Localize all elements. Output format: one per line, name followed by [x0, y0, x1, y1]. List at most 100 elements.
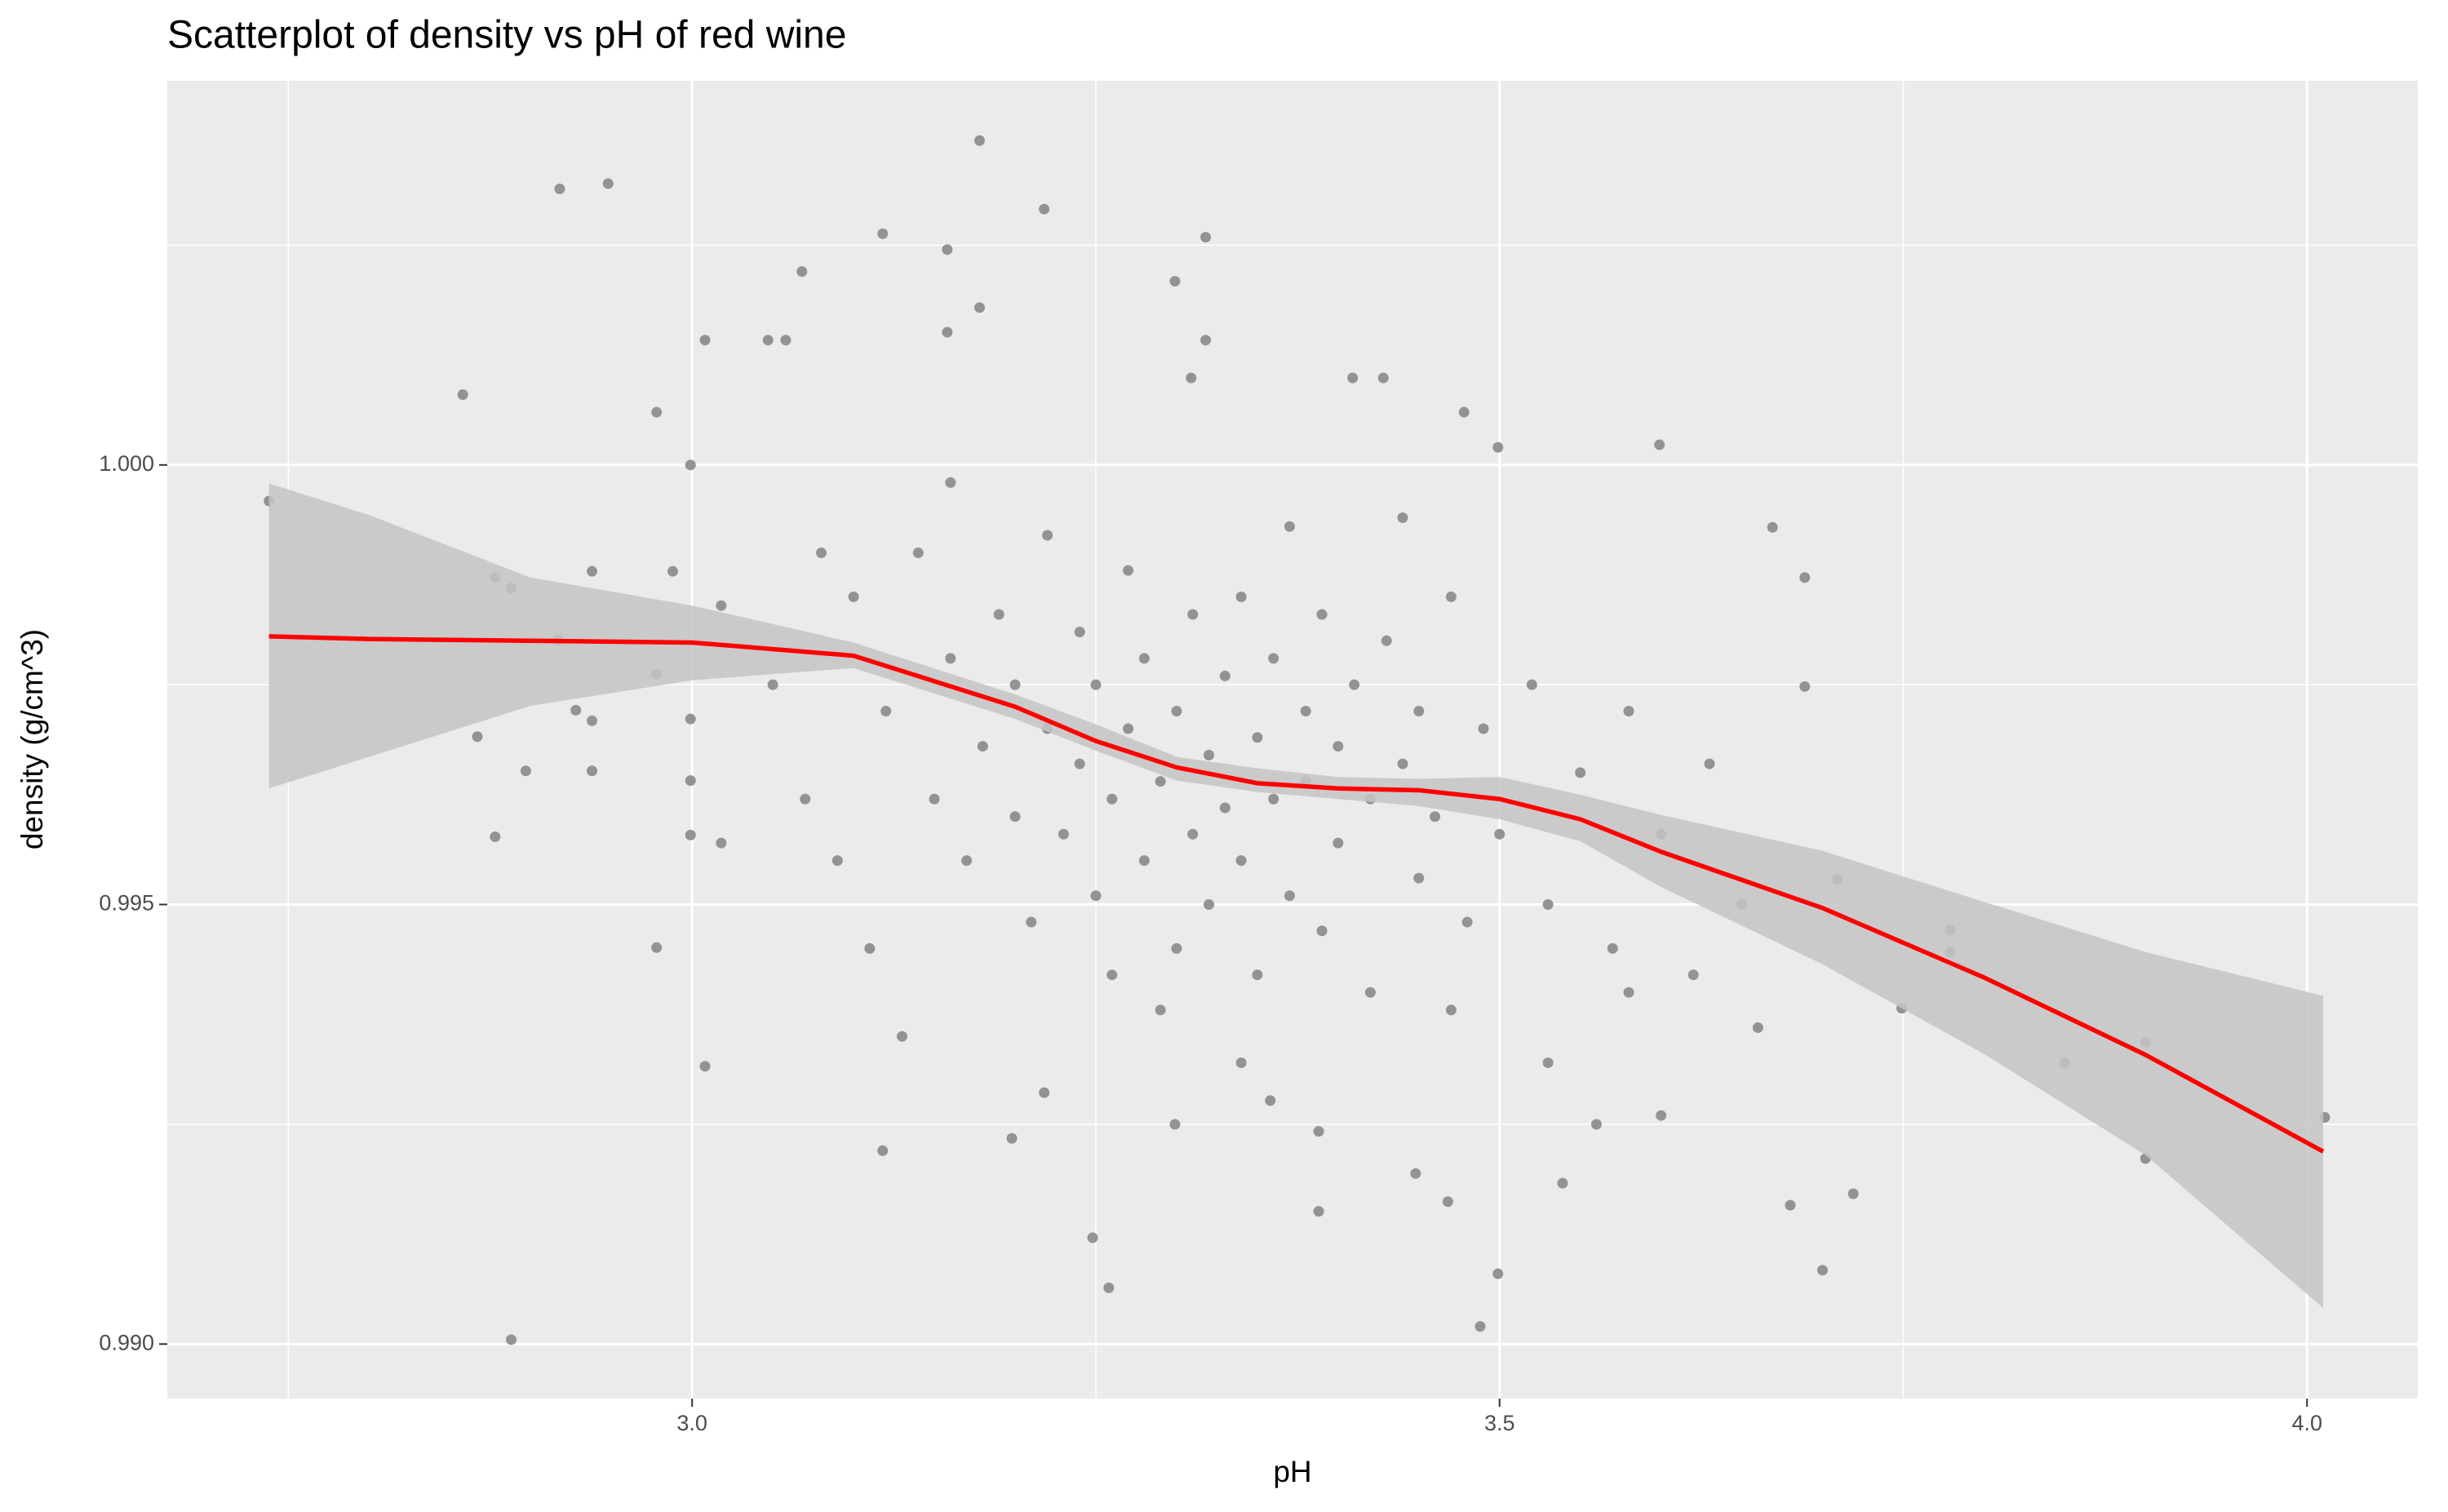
y-axis-title: density (g/cm^3) — [16, 629, 49, 849]
data-point — [699, 1061, 711, 1072]
data-point — [1799, 681, 1811, 692]
data-point — [1542, 899, 1554, 911]
data-point — [1847, 1188, 1859, 1199]
data-point — [1526, 679, 1537, 690]
data-point — [1138, 855, 1150, 867]
data-point — [685, 829, 696, 840]
data-point — [586, 715, 597, 726]
chart-title: Scatterplot of density vs pH of red wine — [167, 14, 846, 57]
data-point — [1492, 441, 1504, 453]
data-point — [716, 600, 727, 611]
data-point — [1461, 916, 1473, 928]
data-point — [1058, 828, 1069, 840]
data-point — [1106, 969, 1118, 981]
data-point — [1590, 1119, 1602, 1130]
data-point — [912, 548, 924, 559]
data-point — [961, 855, 973, 867]
data-point — [1155, 1004, 1166, 1016]
data-point — [1316, 609, 1328, 620]
data-point — [1203, 899, 1214, 911]
data-point — [1542, 1057, 1554, 1068]
data-point — [1103, 1282, 1115, 1293]
data-point — [762, 335, 774, 346]
data-point — [1009, 679, 1021, 690]
data-point — [1364, 987, 1376, 998]
data-point — [1235, 591, 1247, 602]
data-point — [796, 266, 808, 277]
data-point — [1074, 627, 1085, 638]
data-point — [520, 765, 531, 777]
data-point — [1413, 872, 1425, 884]
data-point — [880, 705, 892, 716]
data-point — [1026, 916, 1037, 928]
data-point — [1074, 758, 1085, 769]
data-point — [1042, 530, 1053, 541]
data-point — [993, 609, 1004, 620]
x-tick-label: 4.0 — [2291, 1411, 2322, 1435]
y-tick-label: 0.995 — [99, 891, 154, 916]
data-point — [699, 335, 711, 346]
data-point — [1687, 969, 1699, 981]
data-point — [1313, 1206, 1324, 1217]
data-point — [929, 793, 940, 805]
data-point — [1268, 793, 1279, 805]
data-point — [1557, 1177, 1568, 1189]
data-point — [800, 793, 811, 805]
y-tick-label: 0.990 — [99, 1330, 154, 1355]
data-point — [1087, 1232, 1098, 1244]
data-point — [973, 135, 985, 146]
data-point — [977, 741, 988, 752]
data-point — [1607, 942, 1618, 954]
x-tick-label: 3.0 — [676, 1411, 707, 1435]
data-point — [586, 565, 597, 577]
data-point — [1268, 653, 1279, 664]
data-point — [1313, 1125, 1324, 1137]
data-point — [506, 1334, 517, 1346]
data-point — [651, 406, 663, 418]
data-point — [1219, 670, 1231, 681]
data-point — [1575, 767, 1586, 778]
data-point — [651, 942, 663, 953]
data-point — [1171, 705, 1182, 716]
data-point — [1138, 653, 1150, 664]
data-point — [767, 679, 778, 690]
data-point — [1171, 942, 1182, 954]
data-point — [602, 178, 614, 189]
data-point — [1006, 1133, 1018, 1144]
data-point — [1316, 925, 1328, 937]
data-point — [1458, 406, 1470, 418]
data-point — [1494, 828, 1506, 840]
data-point — [942, 244, 953, 255]
data-point — [1187, 828, 1199, 840]
data-point — [1155, 776, 1166, 787]
data-point — [945, 653, 956, 664]
data-point — [570, 704, 582, 716]
data-point — [1475, 1321, 1486, 1332]
data-point — [1123, 723, 1134, 734]
data-point — [490, 831, 501, 843]
data-point — [1704, 758, 1715, 769]
data-point — [1752, 1022, 1763, 1033]
data-point — [554, 184, 565, 195]
data-point — [1300, 705, 1311, 716]
data-point — [1817, 1265, 1829, 1276]
data-point — [1039, 203, 1050, 215]
data-point — [1169, 276, 1181, 287]
data-point — [1623, 705, 1634, 716]
data-point — [1200, 232, 1212, 243]
data-point — [1377, 372, 1389, 384]
data-point — [472, 731, 483, 743]
data-point — [1623, 987, 1634, 998]
data-point — [1347, 372, 1359, 384]
data-point — [864, 942, 876, 954]
data-point — [1492, 1268, 1504, 1279]
data-point — [945, 477, 956, 488]
data-point — [816, 548, 827, 559]
data-point — [1799, 572, 1811, 583]
data-point — [586, 765, 597, 777]
data-point — [877, 228, 889, 239]
data-point — [1235, 855, 1247, 867]
data-point — [1252, 969, 1263, 981]
x-axis-title: pH — [1273, 1455, 1311, 1488]
